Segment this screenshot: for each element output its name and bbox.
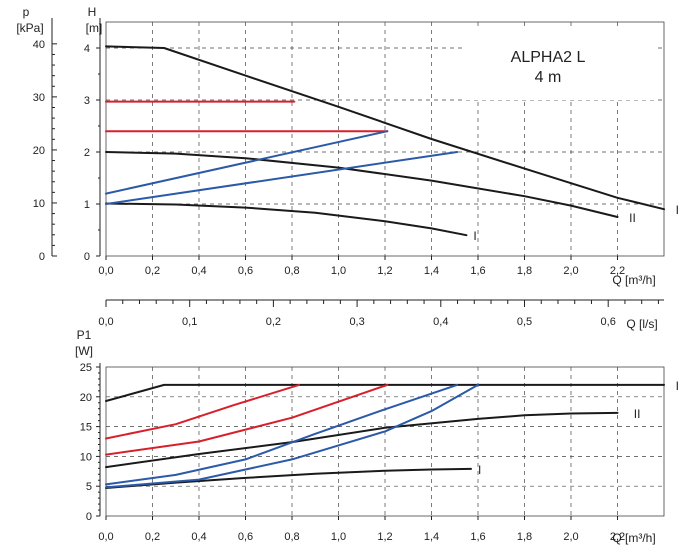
head-curve-i [105,202,468,237]
power-x-tick-label: 1,4 [424,531,439,543]
p1-tick-label: 5 [86,481,92,493]
ls-tick-label: 0,6 [601,316,616,328]
ls-axis-title: Q [l/s] [626,317,657,331]
h-axis-title: H [88,5,97,19]
title-box: ALPHA2 L 4 m [466,28,654,100]
title-line-2: 4 m [535,69,562,86]
head-curve-label: I [473,229,476,243]
h-tick-label: 0 [84,251,90,263]
head-x-tick-label: 1,2 [377,265,392,277]
head-curve-label: III [676,203,678,217]
power-x-tick-label: 0,0 [98,531,113,543]
power-x-axis-title: Q [m³/h] [612,531,655,545]
head-curve-ii [105,151,619,218]
power-x-tick-label: 1,2 [377,531,392,543]
head-x-tick-label: 0,4 [191,265,206,277]
head-curve-blue-5 [105,130,389,195]
power-curve-label: II [634,407,641,421]
h-tick-label: 2 [84,147,90,159]
power-x-tick-label: 2,2 [610,531,625,543]
power-curve-i [105,467,472,489]
power-curve-label: III [676,379,678,393]
ls-tick-label: 0,2 [266,316,281,328]
head-x-tick-label: 1,4 [424,265,439,277]
power-curve-blue-5 [105,383,459,486]
h-tick-label: 4 [84,43,90,55]
p-tick-label: 0 [39,251,45,263]
ls-tick-label: 0,1 [182,316,197,328]
p-tick-label: 40 [33,39,45,51]
head-x-tick-label: 2,2 [610,265,625,277]
power-curve-red-3 [105,383,300,440]
head-x-tick-label: 2,0 [563,265,578,277]
power-x-tick-label: 0,2 [145,531,160,543]
power-curve-iii [105,383,665,402]
p-tick-label: 30 [33,92,45,104]
h-tick-label: 3 [84,95,90,107]
p1-tick-label: 20 [80,392,92,404]
power-curve-blue-6 [105,383,479,489]
head-x-tick-label: 0,6 [238,265,253,277]
head-x-tick-label: 0,0 [98,265,113,277]
power-x-tick-label: 0,4 [191,531,206,543]
p1-tick-label: 0 [86,511,92,523]
p-axis-title: p [23,5,30,19]
h-axis-unit: [m] [86,21,103,35]
power-x-tick-label: 1,0 [331,531,346,543]
h-tick-label: 1 [84,199,90,211]
head-curve-label: II [629,211,636,225]
power-x-tick-label: 0,8 [284,531,299,543]
head-x-tick-label: 0,8 [284,265,299,277]
p1-axis-title: P1 [77,328,92,342]
p1-tick-label: 10 [80,451,92,463]
ls-tick-label: 0,5 [517,316,532,328]
p-tick-label: 20 [33,145,45,157]
head-x-tick-label: 1,8 [517,265,532,277]
p1-tick-label: 15 [80,422,92,434]
head-x-tick-label: 0,2 [145,265,160,277]
power-x-tick-label: 0,6 [238,531,253,543]
head-x-tick-label: 1,0 [331,265,346,277]
p-tick-label: 10 [33,198,45,210]
head-curve-blue-6 [105,151,459,205]
power-x-tick-label: 1,8 [517,531,532,543]
title-line-1: ALPHA2 L [511,49,586,66]
ls-tick-label: 0,4 [433,316,448,328]
head-x-axis-title: Q [m³/h] [612,273,655,287]
power-curve-label: I [478,463,481,477]
ls-tick-label: 0,3 [349,316,364,328]
head-curve-iii [105,45,665,211]
p1-axis-unit: [W] [75,344,93,358]
power-x-tick-label: 1,6 [470,531,485,543]
p-axis-unit: [kPa] [16,21,43,35]
ls-tick-label: 0,0 [98,316,113,328]
head-x-tick-label: 1,6 [470,265,485,277]
power-curve-ii [105,411,619,469]
power-x-tick-label: 2,0 [563,531,578,543]
p1-tick-label: 25 [80,362,92,374]
power-curve-red-4 [105,383,389,456]
power-panel: 0,0 0,1 0,2 0,3 0,4 0,5 0,6 Q [l/s] 0 5 10 15 20 25 P1… [75,299,678,545]
